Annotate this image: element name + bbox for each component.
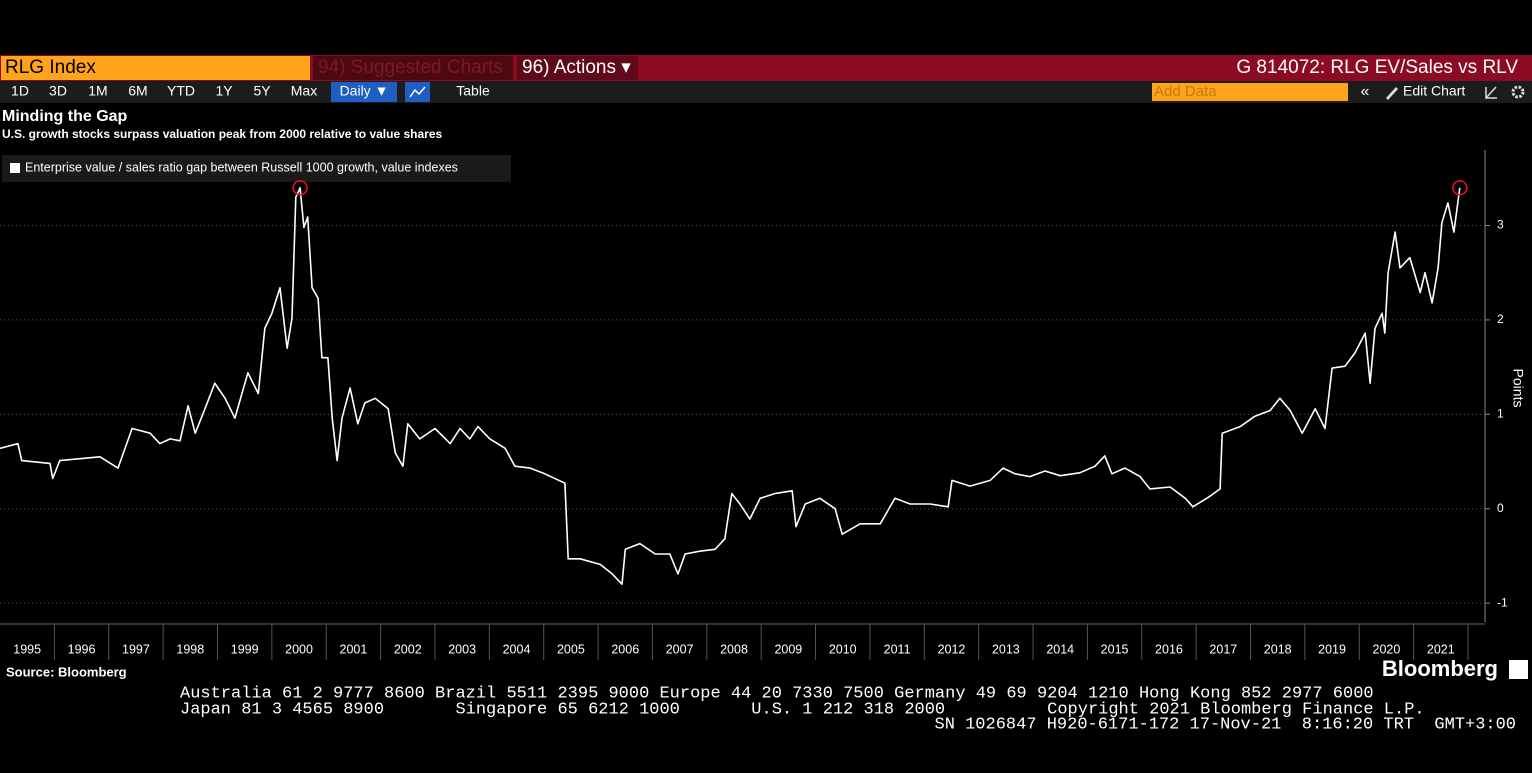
- range-button[interactable]: 5Y: [253, 83, 271, 99]
- x-tick-label: 2000: [285, 642, 313, 656]
- x-tick-label: 2016: [1155, 642, 1183, 656]
- add-data: Add Data: [1154, 83, 1217, 100]
- actions-button[interactable]: [517, 56, 638, 80]
- chart-id: G 814072: RLG EV/Sales vs RLV: [1236, 57, 1518, 78]
- x-tick-label: 2003: [448, 642, 476, 656]
- frequency: Daily ▼: [340, 83, 389, 99]
- peak-highlight: [1452, 179, 1468, 196]
- range-button[interactable]: 6M: [128, 83, 147, 99]
- series-line: [0, 187, 1461, 585]
- collapse-icon[interactable]: «: [1361, 83, 1370, 100]
- x-tick-label: 2013: [992, 642, 1020, 656]
- range-button[interactable]: 1M: [88, 83, 107, 99]
- chart-subtitle: U.S. growth stocks surpass valuation pea…: [2, 127, 443, 141]
- x-tick-label: 2020: [1373, 642, 1401, 656]
- x-tick-label: 2001: [340, 642, 368, 656]
- y-tick-label: 2: [1497, 312, 1504, 326]
- brand: Bloomberg: [1382, 656, 1498, 681]
- x-tick-label: 2010: [829, 642, 857, 656]
- security-field[interactable]: [1, 56, 310, 80]
- x-tick-label: 2012: [938, 642, 966, 656]
- x-tick-label: 2019: [1318, 642, 1346, 656]
- x-tick-label: 2011: [884, 642, 911, 656]
- source: Source: Bloomberg: [6, 664, 127, 679]
- x-tick-label: 1998: [176, 642, 204, 656]
- peak-highlight: [292, 179, 308, 196]
- footer-line: Australia 61 2 9777 8600 Brazil 5511 239…: [180, 684, 1374, 703]
- legend: [2, 155, 511, 182]
- x-tick-label: 2014: [1046, 642, 1074, 656]
- x-tick-label: 1997: [122, 642, 150, 656]
- x-tick-label: 2002: [394, 642, 422, 656]
- x-tick-label: 2007: [666, 642, 694, 656]
- chart-title: Minding the Gap: [2, 108, 128, 125]
- x-tick-label: 2017: [1209, 642, 1237, 656]
- x-tick-label: 2021: [1427, 642, 1455, 656]
- range-button[interactable]: 1Y: [215, 83, 233, 99]
- x-tick-label: 2009: [774, 642, 802, 656]
- x-tick-label: 1999: [231, 642, 259, 656]
- x-tick-label: 2004: [503, 642, 531, 656]
- edit-icon[interactable]: [1485, 86, 1497, 99]
- footer-line: SN 1026847 H920-6171-172 17-Nov-21 8:16:…: [935, 715, 1517, 734]
- edit-chart[interactable]: Edit Chart: [1403, 83, 1465, 99]
- y-tick-label: 0: [1497, 501, 1504, 515]
- x-tick-label: 2005: [557, 642, 585, 656]
- legend-label: Enterprise value / sales ratio gap betwe…: [25, 160, 458, 174]
- table-button[interactable]: Table: [456, 83, 490, 99]
- suggested-button[interactable]: [313, 56, 513, 80]
- range-button[interactable]: Max: [291, 83, 317, 99]
- line-icon: [409, 86, 426, 98]
- security: RLG Index: [5, 57, 96, 78]
- range-button[interactable]: 1D: [11, 83, 29, 99]
- y-tick-label: 1: [1497, 406, 1504, 420]
- x-tick-label: 1996: [68, 642, 96, 656]
- y-tick-label: -1: [1497, 595, 1508, 609]
- y-tick-label: 3: [1497, 218, 1504, 232]
- range-button[interactable]: YTD: [167, 83, 195, 99]
- x-tick-label: 2015: [1101, 642, 1129, 656]
- x-tick-label: 2006: [611, 642, 639, 656]
- range-button[interactable]: 3D: [49, 83, 67, 99]
- x-tick-label: 2008: [720, 642, 748, 656]
- brand-icon: [1509, 660, 1528, 679]
- x-tick-label: 1995: [13, 642, 41, 656]
- footer-line: Japan 81 3 4565 8900 Singapore 65 6212 1…: [180, 700, 1425, 719]
- y-axis-label: Points: [1510, 369, 1526, 408]
- pencil-icon: [1386, 87, 1398, 100]
- x-tick-label: 2018: [1264, 642, 1292, 656]
- actions: 96) Actions ▾: [522, 57, 631, 78]
- legend-swatch: [10, 163, 20, 173]
- settings-icon[interactable]: [1511, 85, 1525, 99]
- add-data-field[interactable]: [1152, 83, 1348, 101]
- frequency-button[interactable]: [331, 82, 397, 102]
- suggested: 94) Suggested Charts: [318, 57, 503, 78]
